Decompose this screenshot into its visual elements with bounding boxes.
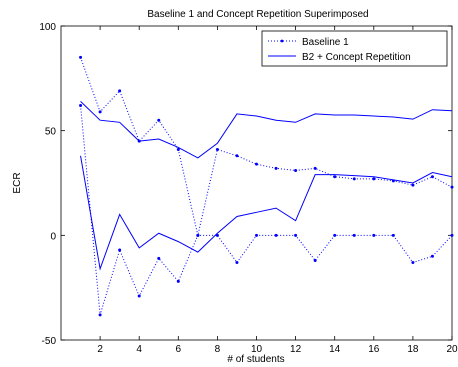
- legend-label-b2-concept-repetition: B2 + Concept Repetition: [302, 52, 411, 63]
- y-tick-label: 0: [50, 231, 56, 242]
- legend-label-baseline-1: Baseline 1: [302, 37, 349, 48]
- data-point-baseline-1: [118, 248, 122, 252]
- legend-box: [261, 30, 448, 67]
- data-point-baseline-1: [137, 294, 141, 298]
- data-point-baseline-1: [294, 233, 298, 237]
- data-point-baseline-1: [411, 183, 415, 187]
- data-point-baseline-1: [176, 279, 180, 283]
- x-tick-label: 6: [176, 344, 182, 355]
- plot-frame: [60, 25, 453, 341]
- x-tick-label: 20: [446, 344, 458, 355]
- data-point-baseline-1: [391, 233, 395, 237]
- data-point-baseline-1: [450, 185, 454, 189]
- data-point-baseline-1: [79, 104, 83, 108]
- data-point-baseline-1: [255, 233, 258, 237]
- data-point-baseline-1: [274, 166, 278, 170]
- series-layer: [79, 55, 454, 317]
- x-tick-label: 10: [251, 344, 263, 355]
- x-axis-label: # of students: [227, 354, 284, 365]
- data-point-baseline-1: [430, 175, 434, 179]
- data-point-baseline-1: [333, 233, 337, 237]
- axis-ticks: 2 4 6 8 10 12 14 16 18 20 -50 0 50 100: [39, 22, 458, 355]
- data-point-baseline-1: [274, 233, 278, 237]
- y-tick-label: -50: [42, 336, 57, 347]
- data-point-baseline-1: [235, 261, 239, 265]
- data-point-baseline-1: [333, 175, 337, 179]
- y-tick-label: 100: [39, 22, 56, 33]
- data-point-baseline-1: [294, 168, 298, 172]
- data-point-baseline-1: [118, 89, 122, 93]
- chart-title: Baseline 1 and Concept Repetition Superi…: [147, 9, 368, 20]
- data-point-baseline-1: [98, 110, 102, 114]
- data-point-baseline-1: [411, 261, 415, 265]
- data-point-baseline-1: [313, 258, 317, 262]
- x-tick-label: 14: [329, 344, 341, 355]
- series-line-b2-concept-repetition-2: [80, 155, 453, 271]
- x-tick-label: 18: [407, 344, 419, 355]
- legend-marker-baseline-1: [280, 39, 284, 43]
- data-point-baseline-1: [157, 256, 161, 260]
- x-tick-label: 16: [368, 344, 380, 355]
- data-point-baseline-1: [430, 254, 434, 258]
- data-point-baseline-1: [372, 177, 376, 181]
- x-tick-label: 4: [136, 344, 142, 355]
- x-tick-label: 2: [97, 344, 103, 355]
- plot-area: [60, 25, 453, 341]
- y-axis-label: ECR: [12, 172, 23, 193]
- data-point-baseline-1: [157, 118, 161, 122]
- data-point-baseline-1: [98, 313, 102, 317]
- data-point-baseline-1: [352, 233, 356, 237]
- y-tick-label: 50: [45, 127, 57, 138]
- data-point-baseline-1: [450, 233, 454, 237]
- data-point-baseline-1: [176, 148, 180, 152]
- data-point-baseline-1: [235, 154, 239, 158]
- data-point-baseline-1: [79, 55, 83, 59]
- data-point-baseline-1: [352, 177, 356, 181]
- series-line-baseline-1-1: [80, 57, 453, 236]
- data-point-baseline-1: [372, 233, 376, 237]
- x-tick-label: 12: [290, 344, 302, 355]
- x-tick-label: 8: [215, 344, 221, 355]
- data-point-baseline-1: [196, 233, 200, 237]
- series-line-b2-concept-repetition-1: [80, 100, 453, 159]
- data-point-baseline-1: [255, 162, 258, 166]
- legend: Baseline 1 B2 + Concept Repetition: [261, 30, 448, 67]
- data-point-baseline-1: [215, 148, 219, 152]
- data-point-baseline-1: [313, 166, 317, 170]
